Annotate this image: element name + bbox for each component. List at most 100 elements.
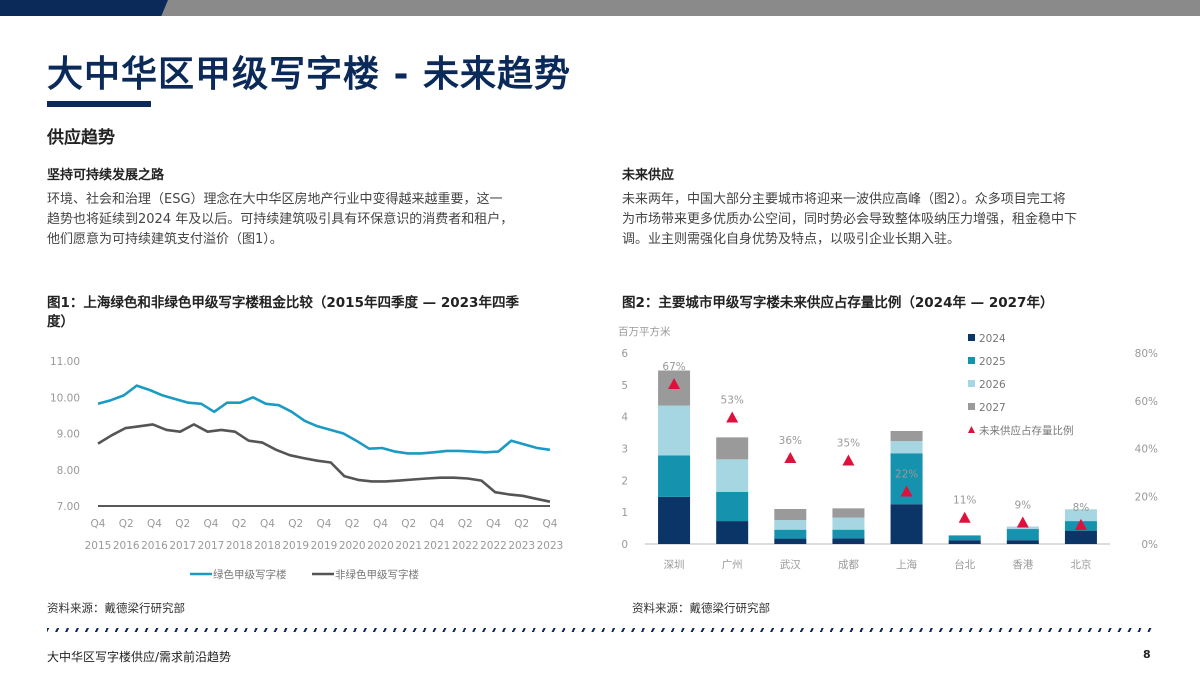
bar-segment xyxy=(716,491,749,522)
right-heading: 未来供应 xyxy=(622,168,675,183)
legend-label: 未来供应占存量比例 xyxy=(979,424,1074,437)
x-tick-year: 2023 xyxy=(508,540,535,552)
x-tick-year: 2022 xyxy=(480,540,507,552)
x-tick-year: 2021 xyxy=(424,540,451,552)
y-axis-unit: 百万平方米 xyxy=(618,325,671,338)
x-tick-year: 2018 xyxy=(254,540,281,552)
category-label: 香港 xyxy=(1012,559,1034,571)
ratio-marker xyxy=(958,511,971,523)
x-tick-year: 2016 xyxy=(141,540,168,552)
x-tick-year: 2020 xyxy=(339,540,366,552)
ratio-data-label: 11% xyxy=(953,495,976,507)
ratio-data-label: 8% xyxy=(1073,502,1090,514)
ratio-marker xyxy=(726,411,739,423)
section-heading: 供应趋势 xyxy=(47,128,115,148)
y2-tick-label: 20% xyxy=(1135,491,1158,503)
top-bar-accent xyxy=(0,0,168,16)
left-heading: 坚持可持续发展之路 xyxy=(47,168,165,183)
right-paragraph-line: 为市场带来更多优质办公空间，同时势必会导致整体吸纳压力增强，租金稳中下 xyxy=(622,212,1078,227)
ratio-marker xyxy=(784,452,797,464)
x-tick-year: 2015 xyxy=(85,540,112,552)
y-tick-label: 11.00 xyxy=(50,356,80,368)
x-tick-quarter: Q2 xyxy=(458,518,473,530)
bar-segment xyxy=(1064,530,1097,544)
x-tick-quarter: Q4 xyxy=(91,518,106,530)
y2-tick-label: 0% xyxy=(1141,539,1158,551)
top-bar xyxy=(0,0,1200,16)
bar-segment xyxy=(832,508,865,518)
category-label: 台北 xyxy=(954,558,975,571)
left-paragraph-line: 他们愿意为可持续建筑支付溢价（图1）。 xyxy=(47,232,283,247)
bar-segment xyxy=(716,437,749,460)
bar-segment xyxy=(890,441,923,454)
figure2-title: 图2：主要城市甲级写字楼未来供应占存量比例（2024年 — 2027年） xyxy=(622,295,1054,311)
x-tick-quarter: Q2 xyxy=(514,518,529,530)
bar-segment xyxy=(890,430,923,442)
ratio-marker xyxy=(1074,518,1087,530)
x-tick-quarter: Q4 xyxy=(147,518,162,530)
category-label: 北京 xyxy=(1070,558,1091,571)
y-tick-label: 10.00 xyxy=(50,392,80,404)
x-tick-quarter: Q4 xyxy=(430,518,445,530)
ratio-marker xyxy=(1016,516,1029,528)
y-tick-label: 9.00 xyxy=(57,429,80,441)
x-tick-quarter: Q4 xyxy=(204,518,219,530)
legend-label: 2024 xyxy=(979,333,1006,345)
y-tick-label: 4 xyxy=(621,412,628,424)
bar-segment xyxy=(658,496,691,544)
bar-segment xyxy=(658,455,691,497)
footer-divider xyxy=(47,628,1153,632)
x-tick-quarter: Q2 xyxy=(345,518,360,530)
x-tick-quarter: Q2 xyxy=(175,518,190,530)
y-tick-label: 8.00 xyxy=(57,465,80,477)
title-underline xyxy=(47,101,151,107)
x-tick-year: 2019 xyxy=(282,540,309,552)
x-tick-year: 2017 xyxy=(169,540,196,552)
x-tick-quarter: Q4 xyxy=(373,518,388,530)
legend-swatch xyxy=(968,357,975,364)
bar-segment xyxy=(658,405,691,456)
y-tick-label: 6 xyxy=(621,348,628,360)
y-tick-label: 0 xyxy=(621,539,628,551)
y-tick-label: 7.00 xyxy=(57,501,80,513)
category-label: 武汉 xyxy=(780,558,801,571)
figure1-source: 资料来源：戴德梁行研究部 xyxy=(47,601,185,615)
bar-segment xyxy=(774,520,807,530)
x-tick-year: 2018 xyxy=(226,540,253,552)
x-tick-quarter: Q4 xyxy=(317,518,332,530)
category-label: 广州 xyxy=(722,559,743,571)
page-title: 大中华区甲级写字楼 - 未来趋势 xyxy=(47,54,572,95)
ratio-data-label: 36% xyxy=(779,435,802,447)
y-tick-label: 2 xyxy=(621,475,628,487)
right-paragraph-line: 调。业主则需强化自身优势及特点，以吸引企业长期入驻。 xyxy=(622,232,961,247)
ratio-data-label: 22% xyxy=(895,468,918,480)
bar-segment xyxy=(774,508,807,521)
bar-segment xyxy=(890,504,923,544)
x-tick-year: 2023 xyxy=(537,540,564,552)
bar-segment xyxy=(948,540,981,544)
left-paragraph: 环境、社会和治理（ESG）理念在大中华区房地产行业中变得越来越重要，这一 趋势也… xyxy=(47,190,592,250)
x-tick-quarter: Q4 xyxy=(543,518,558,530)
left-paragraph-line: 趋势也将延续到2024 年及以后。可持续建筑吸引具有环保意识的消费者和租户， xyxy=(47,212,514,227)
category-label: 上海 xyxy=(896,558,917,571)
bar-segment xyxy=(716,521,749,544)
x-tick-year: 2021 xyxy=(395,540,422,552)
category-label: 深圳 xyxy=(664,559,685,571)
bar-segment xyxy=(774,538,807,544)
figure1-title: 图1：上海绿色和非绿色甲级写字楼租金比较（2015年四季度 — 2023年四季 … xyxy=(47,294,587,332)
left-paragraph-line: 环境、社会和治理（ESG）理念在大中华区房地产行业中变得越来越重要，这一 xyxy=(47,192,503,207)
x-tick-quarter: Q2 xyxy=(119,518,134,530)
legend-swatch xyxy=(968,426,975,433)
ratio-data-label: 9% xyxy=(1014,500,1031,512)
ratio-marker xyxy=(900,485,913,497)
page-number: 8 xyxy=(1143,648,1151,661)
non-green-building-rent-line xyxy=(97,423,551,503)
y-tick-label: 5 xyxy=(621,380,628,392)
figure1-title-line: 度） xyxy=(47,314,74,330)
legend-label: 2026 xyxy=(979,379,1006,391)
bar-segment xyxy=(716,459,749,492)
footer-title: 大中华区写字楼供应/需求前沿趋势 xyxy=(47,650,232,664)
bar-segment xyxy=(1006,540,1039,544)
legend-swatch xyxy=(968,403,975,410)
future-supply-bar-chart: 百万平方米01234560%20%40%60%80%深圳67%广州53%武汉36… xyxy=(618,325,1158,571)
